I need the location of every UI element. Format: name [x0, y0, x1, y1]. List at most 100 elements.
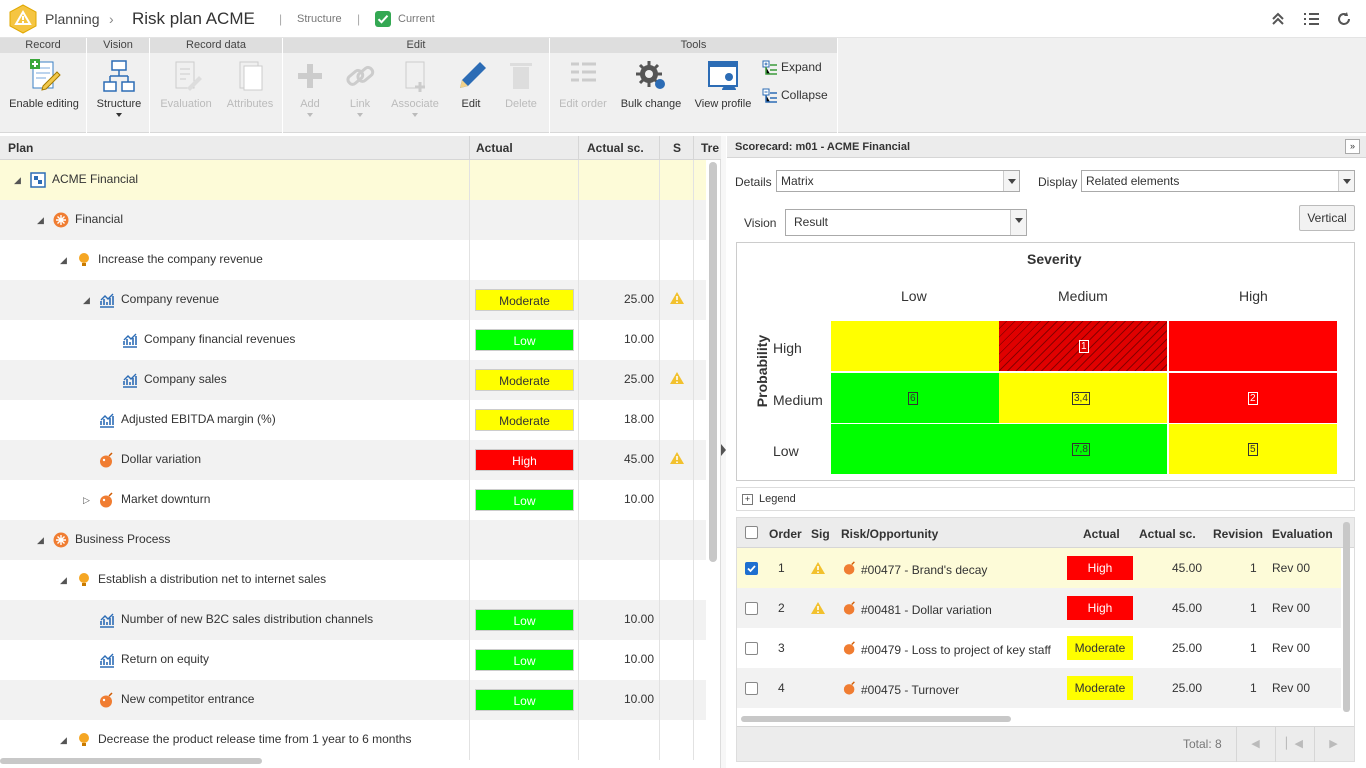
legend-toggle[interactable]: + Legend [736, 487, 1355, 511]
risk-name-cell[interactable]: #00481 - Dollar variation [861, 603, 992, 617]
first-page-icon[interactable]: ◀ [1236, 727, 1274, 762]
grid-row[interactable]: 4 #00475 - Turnover Moderate 25.00 1 Rev 00 [737, 668, 1341, 708]
plan-tree-row[interactable]: Adjusted EBITDA margin (%) Moderate 18.00 [0, 400, 706, 440]
plan-tree-row[interactable]: New competitor entrance Low 10.00 [0, 680, 706, 720]
grid-horizontal-scrollbar[interactable] [741, 716, 1011, 722]
expand-button[interactable]: Expand [762, 60, 822, 80]
plan-tree-row[interactable]: ◢ ACME Financial [0, 160, 706, 200]
bulk-change-button[interactable]: Bulk change [616, 58, 686, 130]
matrix-cell[interactable]: 7,8 [999, 424, 1167, 474]
risk-name-cell[interactable]: #00479 - Loss to project of key staff [861, 643, 1051, 657]
grid-row[interactable]: 3 #00479 - Loss to project of key staff Mo… [737, 628, 1341, 668]
expand-toggle-icon[interactable]: ◢ [37, 535, 44, 546]
list-icon[interactable] [1301, 10, 1321, 28]
refresh-icon[interactable] [1334, 10, 1354, 28]
tree-node[interactable]: ◢ Financial [37, 212, 123, 228]
structure-link[interactable]: Structure [297, 13, 342, 25]
risk-name-cell[interactable]: #00475 - Turnover [861, 683, 960, 697]
tree-node[interactable]: Adjusted EBITDA margin (%) [83, 412, 276, 428]
delete-button[interactable]: Delete [497, 58, 545, 130]
plan-tree-row[interactable]: ◢ Business Process [0, 520, 706, 560]
row-checkbox[interactable] [745, 642, 758, 655]
select-all-checkbox[interactable] [745, 526, 758, 539]
planning-module-icon[interactable] [8, 4, 38, 34]
pane-splitter[interactable] [721, 136, 726, 768]
risk-name-cell[interactable]: #00477 - Brand's decay [861, 563, 988, 577]
plan-tree-row[interactable]: ◢ Company revenue Moderate 25.00 [0, 280, 706, 320]
horizontal-scrollbar[interactable] [0, 758, 262, 764]
matrix-cell[interactable]: 3,4 [999, 373, 1167, 423]
plan-tree-row[interactable]: ▷ Market downturn Low 10.00 [0, 480, 706, 520]
expand-toggle-icon[interactable]: ▷ [83, 495, 90, 506]
attributes-button[interactable]: Attributes [220, 58, 280, 130]
column-header-trend[interactable]: Tre [701, 141, 720, 155]
tree-node[interactable]: Number of new B2C sales distribution cha… [83, 612, 373, 628]
view-profile-button[interactable]: View profile [690, 58, 756, 130]
tree-node[interactable]: Company sales [106, 372, 227, 388]
plan-tree-row[interactable]: Company financial revenues Low 10.00 [0, 320, 706, 360]
vertical-button[interactable]: Vertical [1299, 205, 1355, 231]
matrix-cell-selected[interactable]: 1 [999, 321, 1167, 371]
tree-node[interactable]: ◢ Company revenue [83, 292, 219, 308]
tree-node[interactable]: ◢ ACME Financial [14, 172, 138, 188]
tree-node[interactable]: Company financial revenues [106, 332, 295, 348]
display-select[interactable]: Related elements [1081, 170, 1355, 192]
vertical-scrollbar[interactable] [709, 162, 717, 562]
grid-row[interactable]: 1 #00477 - Brand's decay High 45.00 1 Rev 00 [737, 548, 1341, 588]
matrix-cell[interactable]: 5 [1169, 424, 1337, 474]
expand-toggle-icon[interactable]: ◢ [60, 735, 67, 746]
enable-editing-button[interactable]: Enable editing [4, 58, 84, 130]
details-select[interactable]: Matrix [776, 170, 1020, 192]
collapse-button[interactable]: Collapse [762, 88, 828, 108]
associate-button[interactable]: Associate [387, 58, 443, 130]
expand-toggle-icon[interactable]: ◢ [14, 175, 21, 186]
expand-toggle-icon[interactable]: ◢ [37, 215, 44, 226]
column-header-actual[interactable]: Actual [476, 141, 513, 155]
tree-node[interactable]: Dollar variation [83, 452, 201, 468]
previous-page-icon[interactable]: ▏◀ [1275, 727, 1313, 762]
column-header-actual-score[interactable]: Actual sc. [1139, 527, 1196, 541]
column-header-order[interactable]: Order [769, 527, 802, 541]
expand-plus-icon[interactable]: + [742, 494, 753, 505]
matrix-cell[interactable]: 2 [1169, 373, 1337, 423]
expand-toggle-icon[interactable]: ◢ [60, 575, 67, 586]
matrix-cell[interactable] [1169, 321, 1337, 371]
plan-tree-row[interactable]: Dollar variation High 45.00 [0, 440, 706, 480]
column-header-revision[interactable]: Revision [1213, 527, 1264, 541]
column-header-sig[interactable]: Sig [811, 527, 830, 541]
edit-order-button[interactable]: Edit order [554, 58, 612, 130]
matrix-cell[interactable] [831, 321, 999, 371]
matrix-cell[interactable] [831, 424, 999, 474]
tree-node[interactable]: New competitor entrance [83, 692, 254, 708]
matrix-cell[interactable]: 6 [831, 373, 999, 423]
tree-node[interactable]: ◢ Increase the company revenue [60, 252, 263, 268]
grid-row[interactable]: 2 #00481 - Dollar variation High 45.00 1 Rev … [737, 588, 1341, 628]
tree-node[interactable]: ◢ Business Process [37, 532, 170, 548]
plan-tree-row[interactable]: ◢ Establish a distribution net to interne… [0, 560, 706, 600]
column-header-plan[interactable]: Plan [8, 141, 34, 155]
column-header-actual-score[interactable]: Actual sc. [587, 141, 644, 155]
tree-node[interactable]: ◢ Decrease the product release time from … [60, 732, 411, 748]
row-checkbox[interactable] [745, 602, 758, 615]
link-button[interactable]: Link [337, 58, 383, 130]
evaluation-button[interactable]: Evaluation [156, 58, 216, 130]
column-header-actual[interactable]: Actual [1083, 527, 1120, 541]
tree-node[interactable]: ▷ Market downturn [83, 492, 210, 508]
collapse-up-icon[interactable] [1268, 10, 1288, 28]
column-header-risk[interactable]: Risk/Opportunity [841, 527, 939, 541]
tree-node[interactable]: ◢ Establish a distribution net to interne… [60, 572, 326, 588]
structure-button[interactable]: Structure [91, 58, 147, 130]
plan-tree-row[interactable]: Return on equity Low 10.00 [0, 640, 706, 680]
plan-tree-row[interactable]: ◢ Decrease the product release time from … [0, 720, 706, 760]
column-header-evaluation[interactable]: Evaluation [1272, 527, 1333, 541]
row-checkbox[interactable] [745, 562, 758, 575]
column-header-status[interactable]: S [673, 141, 682, 155]
collapse-panel-icon[interactable]: » [1345, 139, 1360, 154]
breadcrumb-module[interactable]: Planning [45, 11, 100, 27]
tree-node[interactable]: Return on equity [83, 652, 209, 668]
edit-button[interactable]: Edit [447, 58, 495, 130]
add-button[interactable]: Add [287, 58, 333, 130]
vision-select[interactable]: Result [785, 209, 1027, 236]
grid-vertical-scrollbar[interactable] [1343, 522, 1350, 712]
plan-tree-row[interactable]: ◢ Financial [0, 200, 706, 240]
